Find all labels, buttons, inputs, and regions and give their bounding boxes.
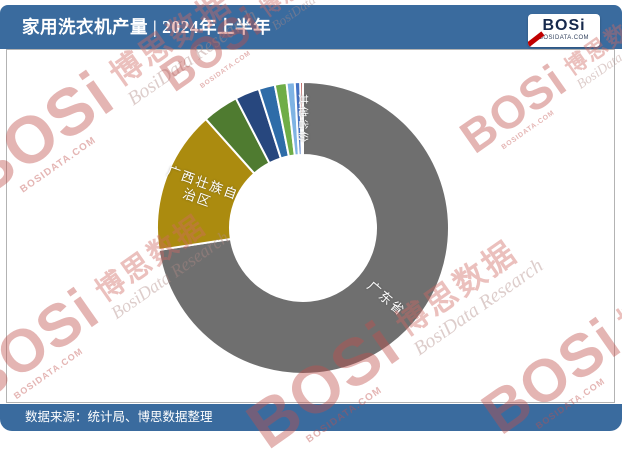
page-title: 家用洗衣机产量 | 2024年上半年 [22, 17, 272, 37]
data-source-text: 数据来源：统计局、博思数据整理 [25, 410, 213, 424]
footer-bar: 数据来源：统计局、博思数据整理 [0, 404, 622, 431]
pie-slice-8[interactable] [299, 80, 304, 157]
header-bar: 家用洗衣机产量 | 2024年上半年 BOSi BOSIDATA.COM [0, 5, 622, 49]
bosi-logo-text: BOSi [542, 17, 586, 34]
donut-chart [156, 80, 450, 375]
pie-slice-0[interactable] [157, 80, 450, 375]
bosi-logo: BOSi BOSIDATA.COM [528, 14, 600, 47]
bosi-logo-domain: BOSIDATA.COM [539, 35, 589, 41]
